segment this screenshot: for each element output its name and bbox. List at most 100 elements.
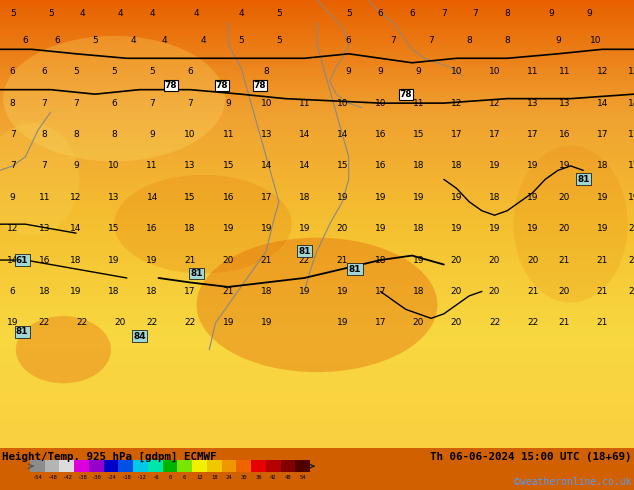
Text: ©weatheronline.co.uk: ©weatheronline.co.uk (515, 477, 632, 487)
Text: 14: 14 (597, 98, 608, 108)
Text: 7: 7 (428, 36, 434, 45)
Text: 18: 18 (489, 193, 500, 202)
Text: 22: 22 (184, 318, 196, 327)
Text: 17: 17 (261, 193, 272, 202)
Text: 4: 4 (194, 9, 199, 18)
Text: 81: 81 (16, 327, 29, 336)
Text: 19: 19 (223, 224, 234, 233)
Text: -42: -42 (62, 475, 72, 480)
Text: 13: 13 (527, 98, 538, 108)
Text: 18: 18 (39, 287, 50, 296)
Text: -6: -6 (152, 475, 158, 480)
Text: 8: 8 (466, 36, 472, 45)
Text: 9: 9 (555, 36, 561, 45)
Text: 9: 9 (149, 130, 155, 139)
Text: 78: 78 (216, 81, 228, 90)
Text: 21: 21 (559, 256, 570, 265)
Text: 9: 9 (225, 98, 231, 108)
Text: 81: 81 (349, 265, 361, 273)
Text: 17: 17 (375, 287, 386, 296)
Bar (221, 460, 236, 472)
Text: 16: 16 (375, 161, 386, 171)
Text: 21: 21 (337, 256, 348, 265)
Bar (60, 460, 74, 472)
Text: 6: 6 (346, 36, 352, 45)
Text: 6: 6 (187, 67, 193, 76)
Text: 22: 22 (527, 318, 538, 327)
Text: 4: 4 (238, 9, 243, 18)
Text: 18: 18 (413, 287, 424, 296)
Text: 16: 16 (375, 130, 386, 139)
Text: 36: 36 (255, 475, 262, 480)
Text: 21: 21 (223, 287, 234, 296)
Text: 20: 20 (559, 287, 570, 296)
Text: 5: 5 (276, 36, 282, 45)
Text: 21: 21 (628, 287, 634, 296)
Text: 11: 11 (223, 130, 234, 139)
Text: 9: 9 (73, 161, 79, 171)
Text: 10: 10 (261, 98, 272, 108)
Text: 22: 22 (299, 256, 310, 265)
Text: 19: 19 (628, 193, 634, 202)
Text: 8: 8 (504, 9, 510, 18)
Text: 19: 19 (413, 256, 424, 265)
Text: 78: 78 (254, 81, 266, 90)
Text: 18: 18 (146, 287, 158, 296)
Text: 19: 19 (223, 318, 234, 327)
Text: 9: 9 (346, 67, 352, 76)
Text: 12: 12 (451, 98, 462, 108)
Text: 6: 6 (10, 67, 16, 76)
Bar (251, 460, 266, 472)
Text: 20: 20 (337, 224, 348, 233)
Bar (148, 460, 163, 472)
Text: 6: 6 (409, 9, 415, 18)
Text: 16: 16 (146, 224, 158, 233)
Text: 18: 18 (413, 161, 424, 171)
Text: 7: 7 (73, 98, 79, 108)
Text: -18: -18 (121, 475, 131, 480)
Text: 20: 20 (559, 224, 570, 233)
Text: 4: 4 (200, 36, 205, 45)
Text: 22: 22 (489, 318, 500, 327)
Text: 78: 78 (399, 90, 412, 98)
Text: 7: 7 (10, 130, 16, 139)
Text: 11: 11 (146, 161, 158, 171)
Text: 4: 4 (118, 9, 123, 18)
Text: 10: 10 (337, 98, 348, 108)
Text: 11: 11 (527, 67, 538, 76)
Text: 16: 16 (559, 130, 570, 139)
Text: 19: 19 (261, 318, 272, 327)
Text: 16: 16 (223, 193, 234, 202)
Text: 8: 8 (41, 130, 48, 139)
Bar (89, 460, 104, 472)
Text: 7: 7 (472, 9, 479, 18)
Bar (178, 460, 192, 472)
Text: 15: 15 (108, 224, 120, 233)
Text: 19: 19 (261, 224, 272, 233)
Ellipse shape (197, 238, 437, 372)
Text: 5: 5 (149, 67, 155, 76)
Text: 8: 8 (263, 67, 269, 76)
Bar (74, 460, 89, 472)
Text: 19: 19 (451, 224, 462, 233)
Bar (192, 460, 207, 472)
Text: 19: 19 (70, 287, 82, 296)
Text: 7: 7 (41, 98, 48, 108)
Bar (45, 460, 60, 472)
Text: 81: 81 (190, 269, 203, 278)
Text: 6: 6 (22, 36, 29, 45)
Text: 22: 22 (77, 318, 88, 327)
Text: 6: 6 (183, 475, 186, 480)
Text: 42: 42 (270, 475, 276, 480)
Text: 5: 5 (48, 9, 54, 18)
Text: 5: 5 (111, 67, 117, 76)
Bar (30, 460, 45, 472)
Text: 9: 9 (10, 193, 16, 202)
Text: 21: 21 (597, 287, 608, 296)
Text: 6: 6 (377, 9, 384, 18)
Bar (119, 460, 133, 472)
Text: 7: 7 (390, 36, 396, 45)
Text: 61: 61 (16, 256, 29, 265)
Bar (163, 460, 178, 472)
Text: 19: 19 (337, 193, 348, 202)
